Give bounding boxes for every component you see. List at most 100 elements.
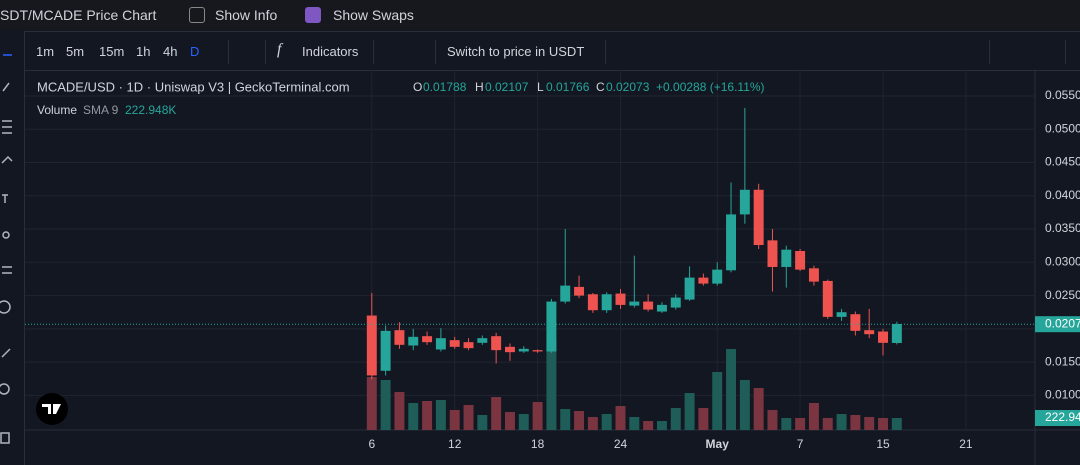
volume-bar: [767, 409, 778, 430]
candle-body: [878, 331, 888, 343]
candle-body: [836, 312, 847, 317]
volume-bar: [463, 405, 474, 430]
volume-bar: [864, 416, 875, 430]
x-tick-label: 18: [531, 437, 545, 451]
interval[interactable]: 4h: [163, 44, 178, 59]
x-tick-label: 21: [959, 437, 973, 451]
legend-symbol: MCADE/USD · 1D · Uniswap V3 | GeckoTermi…: [37, 79, 350, 94]
candle-body: [491, 336, 502, 351]
y-tick-label: 0.0400: [1045, 188, 1080, 202]
candle-body: [891, 323, 902, 343]
volume-bar: [615, 406, 626, 430]
candle-body: [449, 340, 460, 347]
candle-body: [781, 249, 792, 267]
legend-volume: Volume: [37, 103, 77, 117]
separator: [1065, 40, 1066, 64]
candle-body: [656, 304, 667, 312]
y-tick-label: 0.0200: [1045, 321, 1080, 335]
candle-body: [366, 315, 377, 376]
separator: [373, 40, 374, 64]
volume-bar: [504, 412, 515, 430]
legend-label: H: [475, 80, 484, 94]
y-tick-label: 0.0550: [1045, 88, 1080, 102]
interval-active[interactable]: D: [190, 44, 200, 59]
x-tick-label: 7: [797, 437, 804, 451]
last-price-tag: [1035, 316, 1080, 333]
y-tick-label: 0.0500: [1045, 121, 1080, 135]
candle-body: [394, 330, 405, 345]
interval[interactable]: 15m: [99, 44, 125, 59]
y-tick-label: 0.0150: [1045, 354, 1080, 368]
legend-value: 0.02073: [606, 80, 650, 94]
candle-body: [601, 294, 612, 311]
volume-bar: [698, 407, 709, 430]
legend-label: L: [537, 80, 544, 94]
x-tick-label: 15: [876, 437, 890, 451]
tool-icons: [0, 54, 13, 444]
y-tick-label: 0.0300: [1045, 254, 1080, 268]
checkbox-checked[interactable]: [305, 7, 321, 23]
interval[interactable]: 5m: [66, 44, 85, 59]
volume-bar: [878, 418, 888, 430]
x-tick-label: May: [706, 437, 730, 451]
drawing-toolbar: [0, 31, 25, 465]
volume-bar: [560, 409, 571, 430]
volume-bar: [781, 418, 792, 430]
legend-value: 0.02107: [485, 80, 529, 94]
candle-body: [518, 348, 529, 352]
x-tick-label: 24: [614, 437, 628, 451]
candle-body: [698, 277, 709, 284]
separator: [989, 40, 990, 64]
volume-bar: [574, 411, 585, 430]
candle-body: [712, 269, 723, 284]
legend-label: C: [596, 80, 605, 94]
volume-bar: [712, 371, 723, 430]
logo-bg: [36, 393, 68, 425]
volume-bar: [491, 397, 502, 430]
volume-bar: [366, 376, 377, 430]
y-tick-label: 0.0450: [1045, 155, 1080, 169]
volume-bar: [601, 414, 612, 430]
volume-bar: [795, 418, 806, 430]
volume-bar: [808, 402, 819, 430]
separator: [228, 40, 229, 64]
volume-bar: [850, 414, 861, 430]
volume-bar: [546, 341, 557, 430]
candle-body: [587, 294, 598, 311]
volume-bar: [422, 400, 433, 430]
checkbox[interactable]: [189, 7, 205, 23]
volume-bar: [684, 393, 695, 430]
volume-bar: [518, 414, 529, 430]
interval[interactable]: 1m: [36, 44, 55, 59]
candle-body: [422, 336, 433, 343]
y-tick-label: 0.0250: [1045, 288, 1080, 302]
candle-body: [795, 250, 806, 270]
volume-bar: [656, 421, 667, 430]
legend-value: 0.01788: [423, 80, 467, 94]
checkbox-label[interactable]: Show Swaps: [333, 7, 414, 23]
last-volume-tag: [1035, 410, 1080, 426]
switch-button[interactable]: Switch to price in USDT: [447, 44, 585, 59]
indicators-icon[interactable]: f: [277, 41, 282, 58]
volume-bar: [726, 349, 737, 430]
separator: [605, 40, 606, 64]
volume-bar: [435, 400, 446, 430]
checkbox-label[interactable]: Show Info: [215, 7, 278, 23]
interval[interactable]: 1h: [136, 44, 151, 59]
plot: [25, 70, 1035, 430]
y-tick-label: 0.0100: [1045, 388, 1080, 402]
candle-body: [504, 346, 515, 353]
volume-bar: [670, 407, 681, 430]
volume-bar: [753, 388, 764, 430]
candle-body: [808, 268, 819, 282]
volume-bar: [587, 416, 598, 430]
legend-label: O: [413, 80, 422, 94]
volume-bar: [380, 380, 391, 430]
candle-body: [643, 301, 654, 310]
candle-body: [532, 350, 543, 352]
candle-body: [477, 338, 488, 343]
volume-bar: [394, 392, 405, 430]
volume-bar: [477, 414, 488, 430]
indicators-button[interactable]: Indicators: [302, 44, 359, 59]
legend-volume-value: 222.948K: [125, 103, 176, 117]
